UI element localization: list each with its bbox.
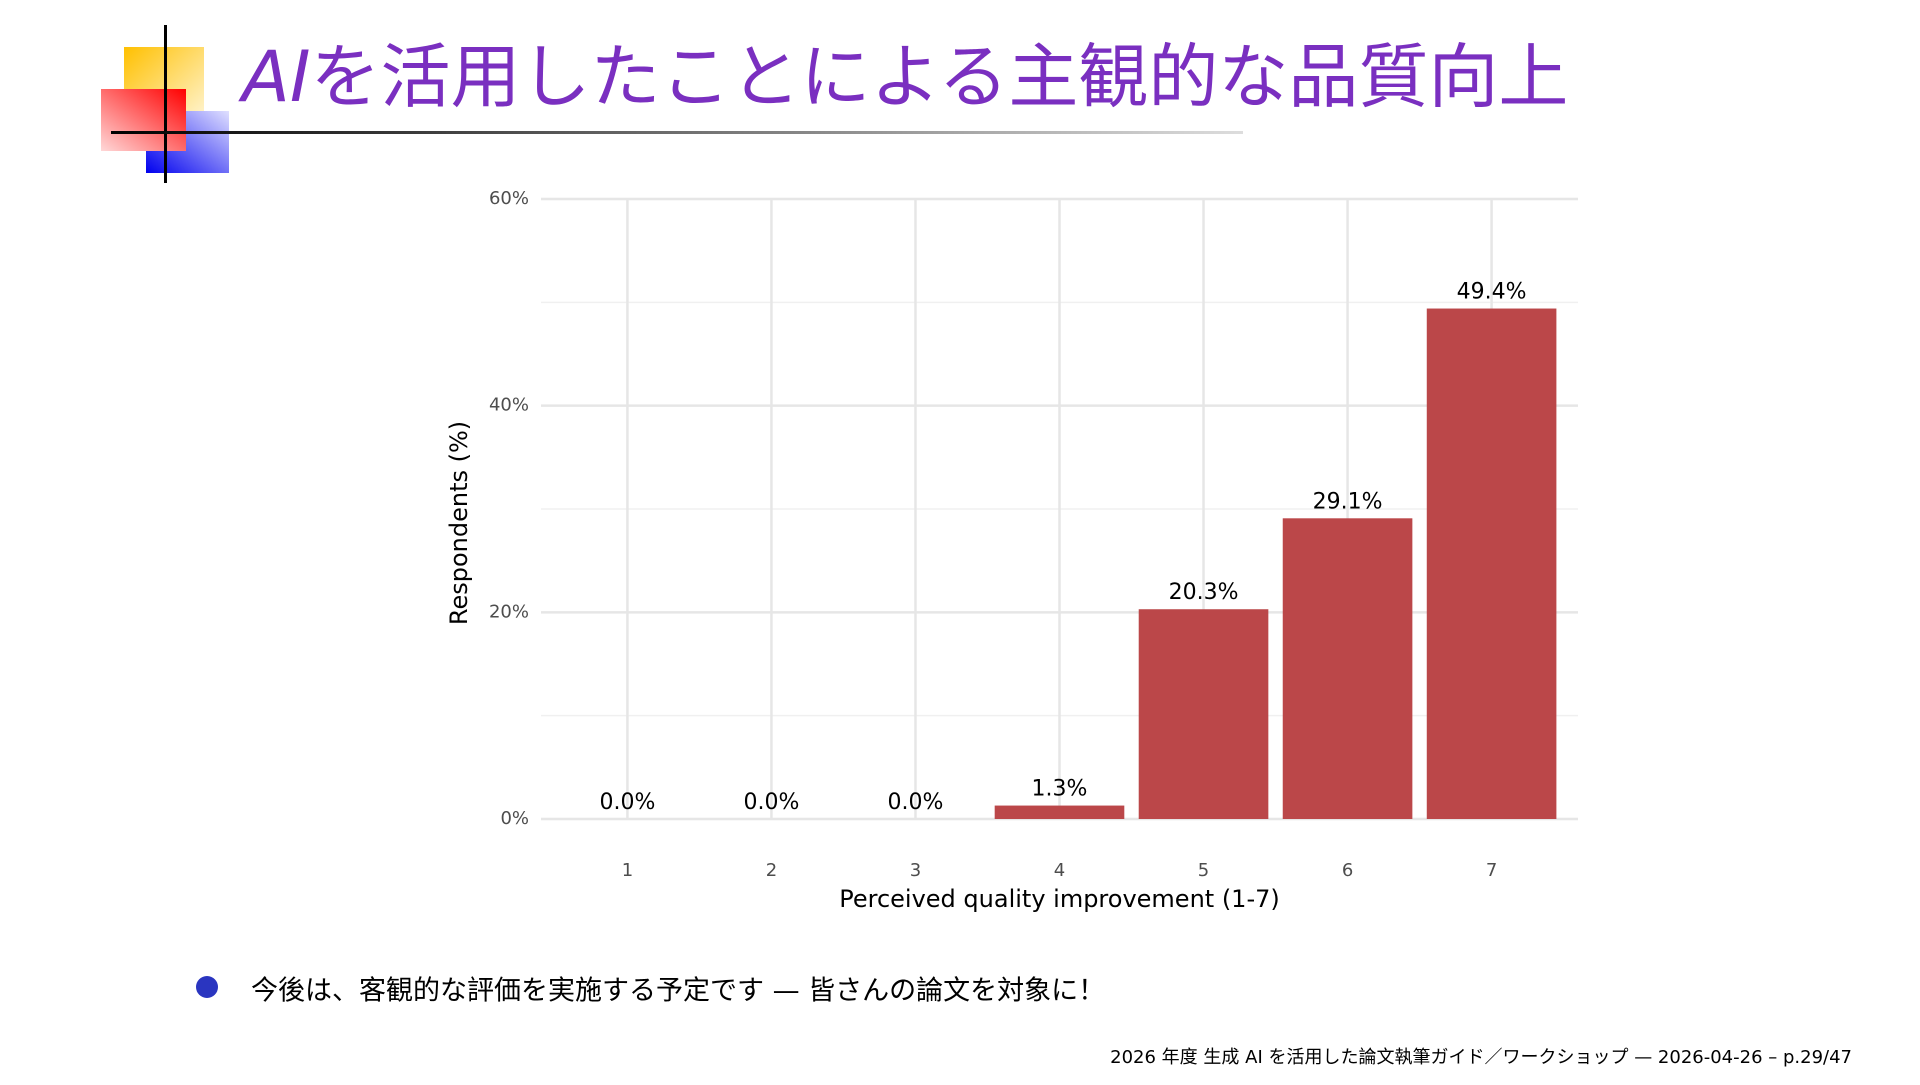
value-label: 29.1%: [1313, 489, 1383, 514]
y-axis-title: Respondents (%): [445, 421, 473, 625]
x-tick-label: 4: [1054, 860, 1065, 881]
value-label: 0.0%: [599, 790, 655, 815]
y-tick-label: 40%: [489, 395, 529, 416]
bullet-text: 今後は、客観的な評価を実施する予定です — 皆さんの論文を対象に！: [251, 976, 1105, 1007]
x-axis-title: Perceived quality improvement (1-7): [839, 885, 1280, 913]
x-tick-label: 3: [910, 860, 921, 881]
x-tick-label: 2: [766, 860, 777, 881]
bullet-dot: [196, 976, 218, 998]
bar: [1138, 609, 1269, 819]
y-tick-label: 0%: [500, 808, 529, 829]
slide-title: AIを活用したことによる主観的な品質向上: [238, 36, 1568, 118]
y-tick-label: 60%: [489, 188, 529, 209]
title-rest: を活用したことによる主観的な品質向上: [311, 36, 1569, 118]
x-tick-label: 1: [622, 860, 633, 881]
y-tick-label: 20%: [489, 601, 529, 622]
bar: [1426, 308, 1557, 819]
value-label: 49.4%: [1457, 280, 1527, 305]
footer: 2026 年度 生成 AI を活用した論文執筆ガイド／ワークショップ — 202…: [1110, 1047, 1852, 1068]
value-label: 0.0%: [743, 790, 799, 815]
x-tick-label: 7: [1486, 860, 1497, 881]
chart: 0% 20% 40% 60% 0.0% 1 0.0% 2 0.0% 3 1.3% 4 20.3% 5 29.…: [445, 188, 1578, 913]
value-label: 0.0%: [888, 790, 944, 815]
bar: [994, 805, 1125, 819]
title-decoration: [101, 25, 1243, 183]
x-tick-label: 5: [1198, 860, 1209, 881]
value-label: 1.3%: [1032, 777, 1088, 802]
title-em: AI: [238, 36, 311, 118]
value-label: 20.3%: [1169, 580, 1239, 605]
x-tick-label: 6: [1342, 860, 1353, 881]
bar: [1282, 518, 1413, 819]
